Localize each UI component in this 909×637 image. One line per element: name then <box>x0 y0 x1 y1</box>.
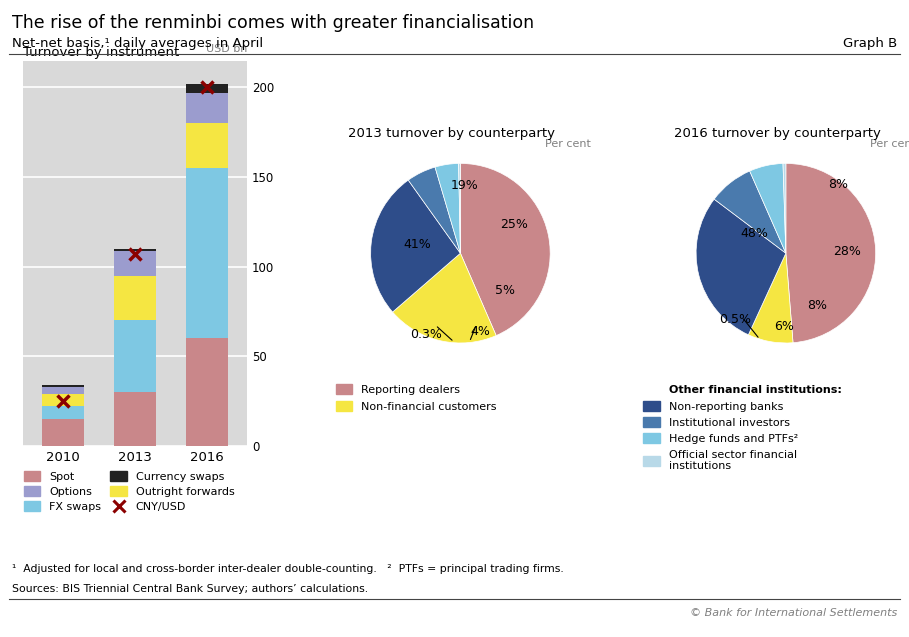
Text: 2013 turnover by counterparty: 2013 turnover by counterparty <box>348 127 555 140</box>
Text: 8%: 8% <box>828 178 848 192</box>
Wedge shape <box>371 180 460 312</box>
Bar <box>186 338 228 446</box>
Text: 8%: 8% <box>807 299 827 311</box>
Text: © Bank for International Settlements: © Bank for International Settlements <box>690 608 897 618</box>
Wedge shape <box>714 171 786 253</box>
Bar <box>114 320 156 392</box>
Bar <box>42 406 84 419</box>
Wedge shape <box>459 164 460 253</box>
Text: 0.3%: 0.3% <box>410 327 443 341</box>
Text: 2016 turnover by counterparty: 2016 turnover by counterparty <box>674 127 881 140</box>
Text: Graph B: Graph B <box>843 37 897 50</box>
Bar <box>186 123 228 168</box>
Text: Per cent: Per cent <box>870 139 909 148</box>
Text: Turnover by instrument: Turnover by instrument <box>23 47 179 59</box>
Text: 5%: 5% <box>495 284 515 297</box>
Legend: Other financial institutions:, Non-reporting banks, Institutional investors, Hed: Other financial institutions:, Non-repor… <box>639 380 846 476</box>
Text: Net-net basis,¹ daily averages in April: Net-net basis,¹ daily averages in April <box>12 37 263 50</box>
Wedge shape <box>786 164 875 343</box>
Wedge shape <box>783 164 786 253</box>
Bar <box>114 392 156 446</box>
Text: 28%: 28% <box>833 245 861 258</box>
Text: Sources: BIS Triennial Central Bank Survey; authors’ calculations.: Sources: BIS Triennial Central Bank Surv… <box>12 584 368 594</box>
Legend: Spot, Options, FX swaps, Currency swaps, Outright forwards, CNY/USD: Spot, Options, FX swaps, Currency swaps,… <box>24 471 235 512</box>
Wedge shape <box>393 253 496 343</box>
Legend: Reporting dealers, Non-financial customers: Reporting dealers, Non-financial custome… <box>331 380 501 416</box>
Text: 41%: 41% <box>404 238 431 251</box>
Bar <box>186 93 228 123</box>
Bar <box>42 394 84 406</box>
Bar <box>42 387 84 394</box>
Wedge shape <box>460 164 550 336</box>
Wedge shape <box>750 164 786 253</box>
Wedge shape <box>408 167 460 253</box>
Text: ¹  Adjusted for local and cross-border inter-dealer double-counting.   ²  PTFs =: ¹ Adjusted for local and cross-border in… <box>12 564 564 574</box>
Text: 0.5%: 0.5% <box>720 313 752 326</box>
Text: 4%: 4% <box>470 325 490 338</box>
Wedge shape <box>696 199 786 335</box>
Bar <box>114 248 156 250</box>
Text: 19%: 19% <box>451 180 479 192</box>
Wedge shape <box>748 253 793 343</box>
Bar <box>42 385 84 387</box>
Text: 6%: 6% <box>774 320 794 333</box>
Text: USD bn: USD bn <box>205 43 247 54</box>
Text: The rise of the renminbi comes with greater financialisation: The rise of the renminbi comes with grea… <box>12 14 534 32</box>
Text: Per cent: Per cent <box>544 139 591 148</box>
Bar <box>114 276 156 320</box>
Wedge shape <box>435 164 460 253</box>
Text: 25%: 25% <box>500 218 528 231</box>
Bar <box>114 250 156 276</box>
Bar <box>186 84 228 93</box>
Bar <box>186 168 228 338</box>
Bar <box>42 419 84 446</box>
Text: 48%: 48% <box>741 227 768 240</box>
